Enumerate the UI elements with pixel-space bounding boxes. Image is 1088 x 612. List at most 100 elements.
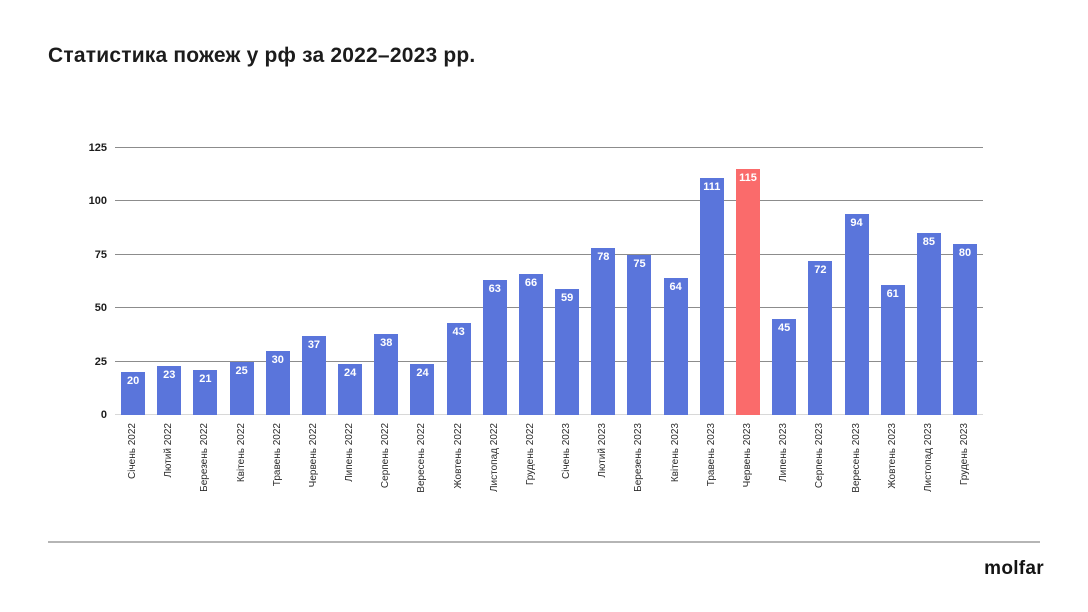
x-label-slot: Лютий 2023 (585, 423, 621, 478)
gridline (115, 200, 983, 202)
plot-area: 20 23 21 25 30 37 24 38 24 43 63 66 59 78 75 64 111 115 45… (115, 147, 983, 415)
bar-slot: 25 (224, 148, 260, 415)
gridline (115, 414, 983, 415)
x-label-slot: Березень 2022 (187, 423, 223, 492)
molfar-logo: molfar (984, 558, 1044, 579)
gridline (115, 307, 983, 309)
bar: 94 (844, 214, 869, 415)
y-axis-labels: 0 25 50 75 100 125 (47, 142, 107, 421)
x-label-slot: Грудень 2023 (947, 423, 983, 485)
bar-slot: 24 (404, 148, 440, 415)
bar-value-label: 80 (958, 247, 972, 260)
bar: 25 (229, 361, 254, 415)
gridline (115, 360, 983, 362)
bar-slot: 37 (296, 148, 332, 415)
x-axis-labels: Січень 2022 Лютий 2022 Березень 2022 Квітен… (115, 423, 983, 519)
bar-slot: 21 (187, 148, 223, 415)
bar-slot: 72 (802, 148, 838, 415)
bar-slot: 20 (115, 148, 151, 415)
x-tick-label: Лютий 2023 (597, 423, 609, 478)
x-tick-label: Вересень 2023 (850, 423, 862, 493)
bar-value-label: 23 (163, 368, 176, 381)
x-label-slot: Лютий 2022 (151, 423, 187, 478)
x-tick-label: Грудень 2023 (959, 423, 971, 486)
bar: 45 (772, 318, 797, 415)
bar-value-label: 75 (633, 257, 646, 270)
bar: 24 (338, 363, 363, 415)
bar-slot: 43 (441, 148, 477, 415)
bars-container: 20 23 21 25 30 37 24 38 24 43 63 66 59 78 75 64 111 115 45… (115, 148, 983, 415)
bar-slot: 66 (513, 148, 549, 415)
x-label-slot: Липень 2022 (332, 423, 368, 482)
bar: 20 (121, 372, 146, 415)
x-tick-label: Листопад 2022 (488, 423, 500, 493)
bar: 38 (374, 333, 399, 415)
bar-value-label: 25 (235, 364, 248, 377)
x-tick-label: Березень 2023 (633, 423, 645, 492)
x-tick-label: Червень 2022 (307, 423, 319, 488)
x-tick-label: Грудень 2022 (524, 423, 536, 486)
x-tick-label: Жовтень 2022 (452, 423, 464, 489)
x-label-slot: Жовтень 2023 (875, 423, 911, 489)
bar-slot: 80 (947, 148, 983, 415)
x-tick-label: Березень 2022 (199, 423, 211, 492)
bar-slot: 24 (332, 148, 368, 415)
bar: 30 (265, 350, 290, 415)
footer-divider (48, 541, 1040, 543)
x-label-slot: Травень 2023 (694, 423, 730, 486)
bar: 59 (555, 288, 580, 415)
x-label-slot: Січень 2023 (549, 423, 585, 479)
bar: 24 (410, 363, 435, 415)
y-tick-label: 0 (100, 409, 107, 421)
bar-value-label: 64 (669, 281, 682, 294)
x-tick-label: Лютий 2022 (163, 423, 175, 478)
bar: 72 (808, 261, 833, 415)
bar-value-label: 111 (703, 180, 721, 193)
bar-slot: 75 (621, 148, 657, 415)
bar: 37 (301, 335, 326, 415)
x-label-slot: Грудень 2022 (513, 423, 549, 485)
x-tick-label: Липень 2023 (778, 423, 790, 482)
x-tick-label: Жовтень 2023 (886, 423, 898, 489)
x-label-slot: Жовтень 2022 (441, 423, 477, 489)
bar: 43 (446, 323, 471, 415)
bar-value-label: 37 (307, 338, 321, 351)
bar: 64 (663, 278, 688, 415)
bar-value-label: 21 (199, 373, 212, 386)
x-tick-label: Серпень 2022 (380, 423, 392, 489)
x-tick-label: Вересень 2022 (416, 423, 428, 493)
x-label-slot: Травень 2022 (260, 423, 296, 486)
x-tick-label: Січень 2022 (127, 423, 139, 479)
y-tick-label: 50 (94, 302, 107, 315)
bar-slot: 30 (260, 148, 296, 415)
x-label-slot: Червень 2023 (730, 423, 766, 487)
x-label-slot: Квітень 2023 (658, 423, 694, 482)
chart-title: Статистика пожеж у рф за 2022–2023 рр. (48, 44, 476, 67)
bar-value-label: 30 (271, 353, 284, 366)
bar-slot: 111 (694, 148, 730, 415)
x-label-slot: Вересень 2023 (838, 423, 874, 493)
y-tick-label: 75 (94, 248, 107, 261)
bar-slot: 38 (368, 148, 404, 415)
bar: 61 (880, 284, 905, 415)
x-tick-label: Червень 2023 (742, 423, 753, 488)
bar-value-label: 66 (524, 277, 538, 290)
bar-value-label: 115 (739, 172, 757, 185)
y-tick-label: 25 (94, 355, 107, 368)
x-label-slot: Листопад 2022 (477, 423, 513, 492)
bar: 115 (736, 169, 760, 415)
x-label-slot: Березень 2023 (621, 423, 657, 492)
x-tick-label: Травень 2023 (705, 423, 717, 487)
x-tick-label: Серпень 2023 (814, 423, 826, 489)
x-label-slot: Січень 2022 (115, 423, 151, 479)
x-tick-label: Травень 2022 (271, 423, 283, 487)
bar-slot: 59 (549, 148, 585, 415)
gridline (115, 253, 983, 255)
bar-value-label: 72 (814, 264, 827, 277)
bar-slot: 85 (911, 148, 947, 415)
bar: 85 (916, 233, 941, 415)
bar-value-label: 20 (126, 375, 140, 388)
x-label-slot: Серпень 2023 (802, 423, 838, 488)
bar-slot: 23 (151, 148, 187, 415)
x-tick-label: Липень 2022 (344, 423, 356, 482)
